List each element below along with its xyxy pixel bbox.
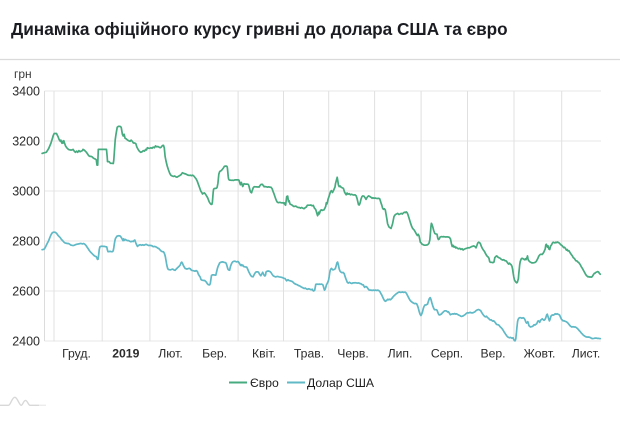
svg-text:Груд.: Груд. [62, 347, 91, 361]
svg-text:2800: 2800 [12, 235, 40, 249]
svg-text:3000: 3000 [12, 185, 40, 199]
svg-text:Черв.: Черв. [337, 347, 369, 361]
svg-text:Вер.: Вер. [480, 347, 505, 361]
svg-text:Лип.: Лип. [388, 347, 413, 361]
svg-text:3400: 3400 [12, 85, 40, 99]
svg-text:грн: грн [14, 67, 32, 81]
svg-text:2600: 2600 [12, 285, 40, 299]
svg-text:2400: 2400 [12, 335, 40, 349]
svg-text:Квіт.: Квіт. [252, 347, 276, 361]
svg-text:Лист.: Лист. [572, 347, 601, 361]
svg-text:Серп.: Серп. [431, 347, 463, 361]
svg-text:Лют.: Лют. [158, 347, 183, 361]
svg-text:Долар США: Долар США [307, 376, 375, 390]
svg-text:3200: 3200 [12, 135, 40, 149]
svg-text:Жовт.: Жовт. [524, 347, 556, 361]
svg-text:Євро: Євро [250, 376, 279, 390]
svg-text:Трав.: Трав. [294, 347, 324, 361]
svg-text:2019: 2019 [112, 347, 139, 361]
svg-text:Бер.: Бер. [202, 347, 227, 361]
